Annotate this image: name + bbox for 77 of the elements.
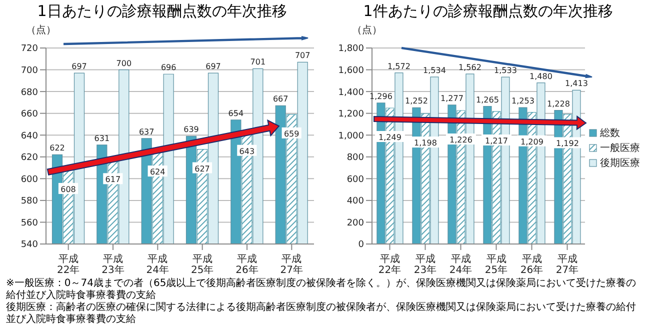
x-tick-label: 平成26年 (520, 253, 544, 276)
data-label: 707 (294, 51, 310, 60)
y-tick-label: 540 (20, 240, 38, 250)
data-label: 617 (105, 175, 121, 184)
y-tick-label: 600 (346, 174, 364, 185)
legend-label: 後期医療 (600, 156, 640, 170)
y-axis-title: （点） (352, 24, 382, 36)
y-tick-label: 0 (358, 240, 364, 250)
chart-title: 1件あたりの診療報酬点数の年次推移 (362, 1, 614, 22)
data-label: 1,296 (370, 92, 392, 101)
data-label: 1,533 (494, 66, 517, 76)
y-tick-label: 800 (346, 153, 364, 164)
data-label: 1,562 (458, 62, 482, 72)
data-label: 624 (150, 168, 166, 177)
data-label: 696 (160, 63, 176, 72)
x-tick-label: 平成27年 (556, 253, 579, 276)
data-label: 1,480 (530, 72, 552, 81)
data-label: 1,209 (520, 137, 544, 146)
data-label: 627 (194, 164, 210, 174)
y-tick-label: 720 (20, 44, 38, 54)
data-label: 667 (272, 94, 288, 104)
data-label: 654 (228, 108, 244, 118)
y-axis-title: （点） (26, 24, 56, 36)
data-label: 697 (206, 62, 221, 72)
x-tick-label: 平成27年 (280, 253, 304, 276)
data-label: 643 (239, 146, 255, 156)
y-tick-label: 1,200 (338, 110, 364, 120)
x-tick-label: 平成26年 (236, 253, 258, 276)
data-label: 622 (50, 144, 65, 153)
x-tick-label: 平成25年 (484, 253, 508, 276)
data-label: 1,198 (414, 138, 437, 148)
data-label: 639 (184, 125, 199, 134)
x-tick-label: 平成24年 (449, 253, 472, 276)
y-tick-label: 1,400 (338, 88, 364, 98)
y-tick-label: 580 (20, 196, 38, 207)
y-tick-label: 1,000 (338, 131, 364, 142)
data-label: 697 (72, 62, 87, 72)
data-label: 1,226 (450, 136, 472, 144)
legend-label: 総数 (600, 126, 620, 140)
x-tick-label: 平成22年 (56, 253, 80, 276)
legend-label: 一般医療 (600, 142, 640, 156)
y-tick-label: 660 (20, 110, 38, 120)
text: 後期医療：高齢者の医療の確保に関する法律による後期高齢者医療制度の被保険者が、保険医療機関又は保険薬局において受けた療養の給付並び入院時食事療養費の支給 (6, 302, 637, 326)
x-tick-label: 平成23年 (414, 253, 437, 276)
y-tick-label: 560 (20, 218, 38, 228)
data-label: 701 (250, 58, 266, 67)
chart-title: 1日あたりの診療報酬点数の年次推移 (36, 1, 288, 22)
y-tick-label: 1,800 (338, 44, 364, 54)
data-label: 700 (116, 58, 132, 68)
data-label: 1,252 (405, 96, 428, 106)
data-label: 1,192 (556, 139, 579, 148)
data-label: 659 (284, 129, 300, 138)
y-tick-label: 600 (20, 174, 38, 185)
y-tick-label: 680 (20, 88, 38, 98)
data-label: 1,265 (476, 95, 499, 104)
data-label: 1,572 (388, 62, 410, 71)
x-tick-label: 平成23年 (102, 253, 124, 276)
data-label: 1,253 (512, 96, 534, 106)
data-label: 1,277 (440, 94, 464, 103)
data-label: 1,249 (378, 133, 402, 142)
y-tick-label: 1,600 (338, 66, 364, 76)
x-tick-label: 平成24年 (146, 253, 170, 276)
y-tick-label: 400 (346, 196, 364, 207)
data-label: 1,534 (423, 66, 446, 75)
data-label: 637 (138, 127, 154, 136)
x-tick-label: 平成25年 (190, 253, 214, 276)
data-label: 1,217 (485, 136, 508, 146)
text: ※一般医療：0～74歳までの者（65歳以上で後期高齢者医療制度の被保険者を除く。）が、保険医療機関又は保険薬局において受けた療養の給付並び入院時食事療養費の支給 (6, 278, 638, 302)
data-label: 1,413 (565, 79, 588, 88)
y-tick-label: 700 (20, 66, 38, 76)
y-tick-label: 640 (20, 131, 38, 142)
y-tick-label: 620 (20, 153, 38, 164)
data-label: 1,228 (547, 99, 570, 108)
data-label: 631 (94, 134, 110, 143)
x-tick-label: 平成22年 (378, 253, 402, 276)
data-label: 608 (60, 184, 76, 194)
y-tick-label: 200 (346, 218, 364, 228)
